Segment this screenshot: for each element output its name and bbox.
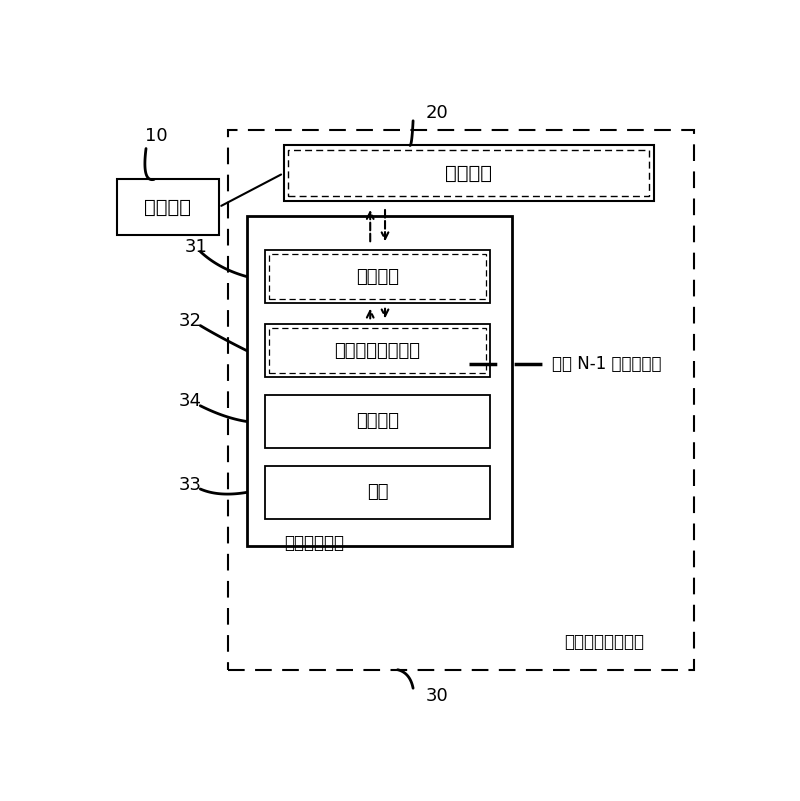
Text: 传输光缆: 传输光缆 <box>445 163 492 183</box>
Text: 光纤传感终端: 光纤传感终端 <box>285 534 345 552</box>
Text: 光纤位移编码装置: 光纤位移编码装置 <box>334 341 421 360</box>
Bar <box>265 324 490 376</box>
Text: 10: 10 <box>145 127 167 145</box>
Text: 其他 N-1 个传感终端: 其他 N-1 个传感终端 <box>552 356 662 373</box>
Bar <box>289 151 649 196</box>
Bar <box>246 216 512 546</box>
Bar <box>265 395 490 448</box>
Text: 32: 32 <box>178 312 202 330</box>
Text: 路基沉降监测现场: 路基沉降监测现场 <box>564 633 644 651</box>
Text: 传动装置: 传动装置 <box>356 413 399 430</box>
Bar <box>117 179 219 235</box>
Bar <box>269 328 486 373</box>
Bar <box>269 254 486 299</box>
Text: 光分路器: 光分路器 <box>356 268 399 285</box>
Text: 20: 20 <box>426 104 448 123</box>
Bar <box>265 250 490 303</box>
Bar <box>283 146 654 201</box>
Text: 监测终端: 监测终端 <box>145 198 191 216</box>
Text: 31: 31 <box>185 238 208 256</box>
Text: 34: 34 <box>178 392 202 410</box>
Text: 30: 30 <box>426 686 448 705</box>
Bar <box>228 130 694 670</box>
Bar <box>265 466 490 518</box>
Text: 33: 33 <box>178 476 202 493</box>
Text: 外壳: 外壳 <box>367 483 388 501</box>
